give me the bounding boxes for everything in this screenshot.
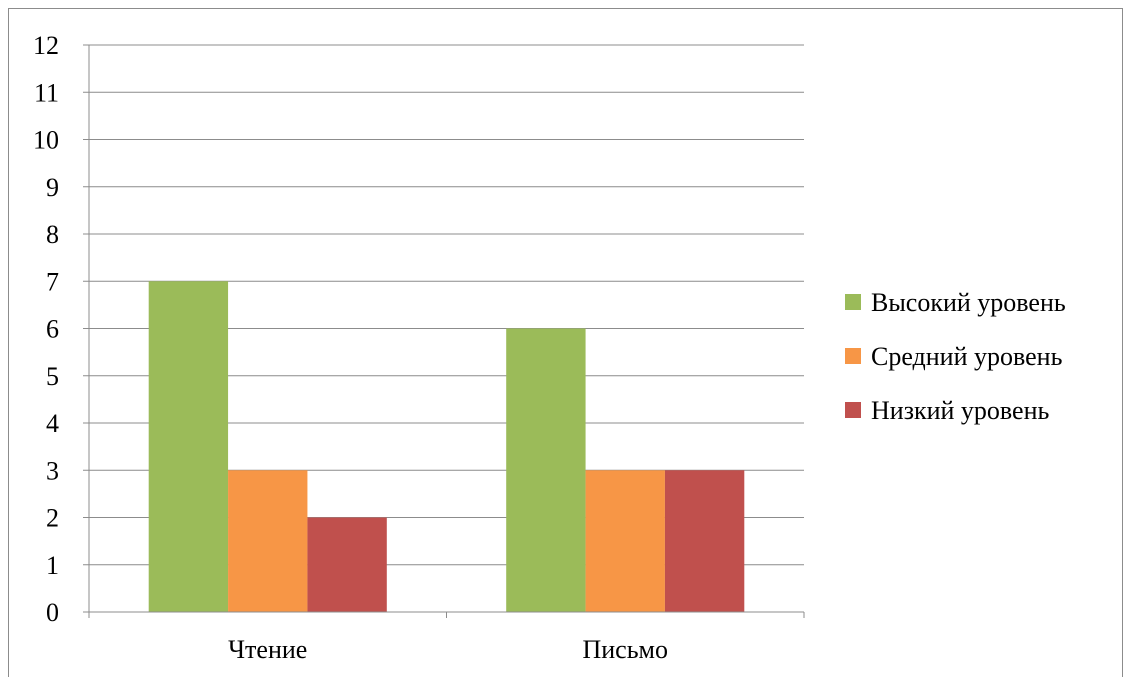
y-tick-label-7: 7 (46, 267, 59, 296)
legend-label-низкий-уровень: Низкий уровень (871, 396, 1049, 425)
y-tick-label-11: 11 (34, 78, 59, 107)
y-tick-label-9: 9 (46, 173, 59, 202)
y-tick-label-0: 0 (46, 598, 59, 627)
y-tick-label-6: 6 (46, 315, 59, 344)
bar-чтение-высокий-уровень (148, 281, 229, 612)
y-tick-label-5: 5 (46, 362, 59, 391)
y-tick-label-12: 12 (33, 31, 59, 60)
bar-чтение-низкий-уровень (307, 517, 387, 612)
y-tick-label-1: 1 (46, 551, 59, 580)
legend-label-средний-уровень: Средний уровень (871, 342, 1063, 371)
legend: Высокий уровень Средний уровень Низкий уро… (845, 288, 1066, 425)
bars (148, 281, 745, 612)
legend-swatch-низкий-уровень (845, 402, 861, 418)
legend-label-высокий-уровень: Высокий уровень (871, 288, 1066, 317)
y-tick-label-2: 2 (46, 504, 59, 533)
axes (83, 44, 805, 618)
chart-frame: 0 1 2 3 4 5 6 7 8 9 10 11 12 Чтение Письмо Высокий ур… (8, 8, 1123, 677)
y-tick-label-10: 10 (33, 126, 59, 155)
bar-письмо-низкий-уровень (664, 470, 745, 612)
bar-письмо-средний-уровень (585, 470, 665, 612)
x-category-labels: Чтение Письмо (228, 635, 668, 664)
x-category-label-письмо: Письмо (582, 635, 668, 664)
x-category-label-чтение: Чтение (228, 635, 307, 664)
legend-swatch-высокий-уровень (845, 294, 861, 310)
y-tick-label-4: 4 (46, 409, 59, 438)
y-tick-label-3: 3 (46, 456, 59, 485)
bar-чтение-средний-уровень (228, 470, 308, 612)
bar-письмо-высокий-уровень (506, 328, 586, 612)
legend-swatch-средний-уровень (845, 348, 861, 364)
y-tick-label-8: 8 (46, 220, 59, 249)
